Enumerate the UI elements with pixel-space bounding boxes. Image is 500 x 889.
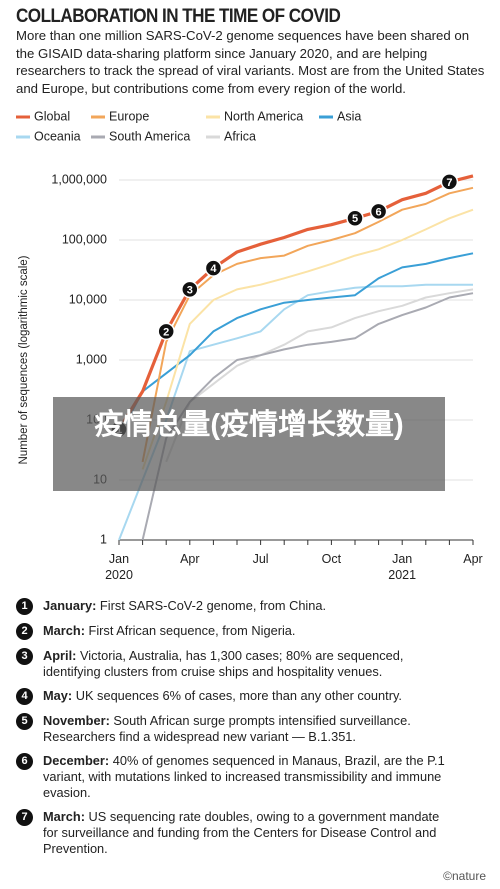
annotation-number: 7 [16, 809, 33, 826]
y-tick-label: 10,000 [69, 292, 107, 306]
annotation-number: 4 [16, 688, 33, 705]
series-line [165, 288, 474, 463]
credit: ©nature [443, 869, 486, 883]
legend-label: North America [224, 109, 303, 123]
legend-label: Europe [109, 109, 149, 123]
annotation-number: 3 [16, 648, 33, 665]
event-marker-number: 3 [187, 284, 193, 296]
x-tick-label-line: 2020 [105, 568, 133, 582]
x-tick-label-line: Jul [253, 552, 269, 566]
legend-label: Global [34, 109, 70, 123]
event-marker [440, 173, 459, 191]
series-line [117, 174, 474, 431]
watermark-overlay: 疫情总量(疫情增长数量) [53, 397, 445, 491]
annotation-body: March: US sequencing rate doubles, owing… [43, 809, 446, 857]
annotation-number: 6 [16, 753, 33, 770]
x-tick-label-line: 2021 [388, 568, 416, 582]
annotation-body: December: 40% of genomes sequenced in Ma… [43, 753, 446, 801]
annotation-body: November: South African surge prompts in… [43, 713, 446, 745]
annotation: 3 April: Victoria, Australia, has 1,300 c… [16, 648, 446, 680]
annotation-label: May: [43, 688, 73, 703]
annotation-text: US sequencing rate doubles, owing to a g… [43, 809, 440, 856]
event-marker [369, 202, 388, 221]
annotation: 1 January: First SARS-CoV-2 genome, from … [16, 598, 446, 615]
annotation-text: Victoria, Australia, has 1,300 cases; 80… [43, 648, 404, 679]
annotation: 6 December: 40% of genomes sequenced in M… [16, 753, 446, 801]
annotation-body: April: Victoria, Australia, has 1,300 ca… [43, 648, 446, 680]
series-line [141, 292, 474, 541]
y-tick-label: 1 [100, 532, 107, 546]
x-tick-label-line: Jan [109, 552, 129, 566]
y-axis-label: Number of sequences (logarithmic scale) [18, 255, 30, 464]
event-marker-number: 4 [210, 263, 217, 275]
x-tick-label: Oct [322, 552, 342, 566]
x-tick-label: Apr [463, 552, 482, 566]
annotation-body: January: First SARS-CoV-2 genome, from C… [43, 598, 326, 615]
event-marker-number: 5 [352, 213, 358, 225]
legend-label: South America [109, 129, 190, 143]
annotation: 5 November: South African surge prompts i… [16, 713, 446, 745]
annotation-label: March: [43, 623, 85, 638]
event-marker-number: 6 [376, 206, 382, 218]
x-tick-label-line: Jan [392, 552, 412, 566]
annotation-text: First African sequence, from Nigeria. [88, 623, 296, 638]
event-marker [204, 259, 223, 277]
annotation-label: April: [43, 648, 77, 663]
x-tick-label-line: Oct [322, 552, 342, 566]
y-tick-label: 1,000,000 [51, 172, 107, 186]
x-tick-label: Apr [180, 552, 199, 566]
annotation-body: March: First African sequence, from Nige… [43, 623, 295, 640]
x-tick-label: Jan 2020 [105, 552, 133, 582]
event-marker [181, 280, 199, 299]
chart: Global Europe North America Asia Oceania Sout… [16, 109, 483, 582]
annotation-label: January: [43, 598, 97, 613]
annotation-number: 2 [16, 623, 33, 640]
x-tick-label: Jul [253, 552, 269, 566]
legend-label: Africa [224, 129, 256, 143]
chart-title: COLLABORATION IN THE TIME OF COVID [16, 6, 341, 27]
y-tick-label: 100,000 [62, 232, 107, 246]
x-tick-label-line: Apr [463, 552, 482, 566]
legend-label: Oceania [34, 129, 81, 143]
annotation-text: First SARS-CoV-2 genome, from China. [99, 598, 327, 613]
annotation-label: March: [43, 809, 85, 824]
annotation: 4 May: UK sequences 6% of cases, more tha… [16, 688, 446, 705]
annotation-label: December: [43, 753, 110, 768]
event-marker-number: 2 [163, 326, 169, 338]
chart-subtitle: More than one million SARS-CoV-2 genome … [16, 28, 485, 96]
annotation-text: South African surge prompts intensified … [43, 713, 411, 744]
series-line [141, 208, 474, 470]
event-marker [346, 209, 364, 228]
annotation-label: November: [43, 713, 110, 728]
annotation-body: May: UK sequences 6% of cases, more than… [43, 688, 402, 705]
annotation-list: 1 January: First SARS-CoV-2 genome, from … [16, 598, 446, 865]
annotation-text: 40% of genomes sequenced in Manaus, Braz… [43, 753, 445, 800]
annotation: 7 March: US sequencing rate doubles, owin… [16, 809, 446, 857]
y-tick-label: 1,000 [76, 352, 107, 366]
event-marker [157, 322, 175, 341]
event-marker-number: 7 [446, 177, 452, 189]
annotation-number: 1 [16, 598, 33, 615]
legend-label: Asia [337, 109, 361, 123]
annotation-number: 5 [16, 713, 33, 730]
x-tick-label: Jan 2021 [388, 552, 416, 582]
annotation: 2 March: First African sequence, from Nig… [16, 623, 446, 640]
x-tick-label-line: Apr [180, 552, 199, 566]
annotation-text: UK sequences 6% of cases, more than any … [75, 688, 402, 703]
